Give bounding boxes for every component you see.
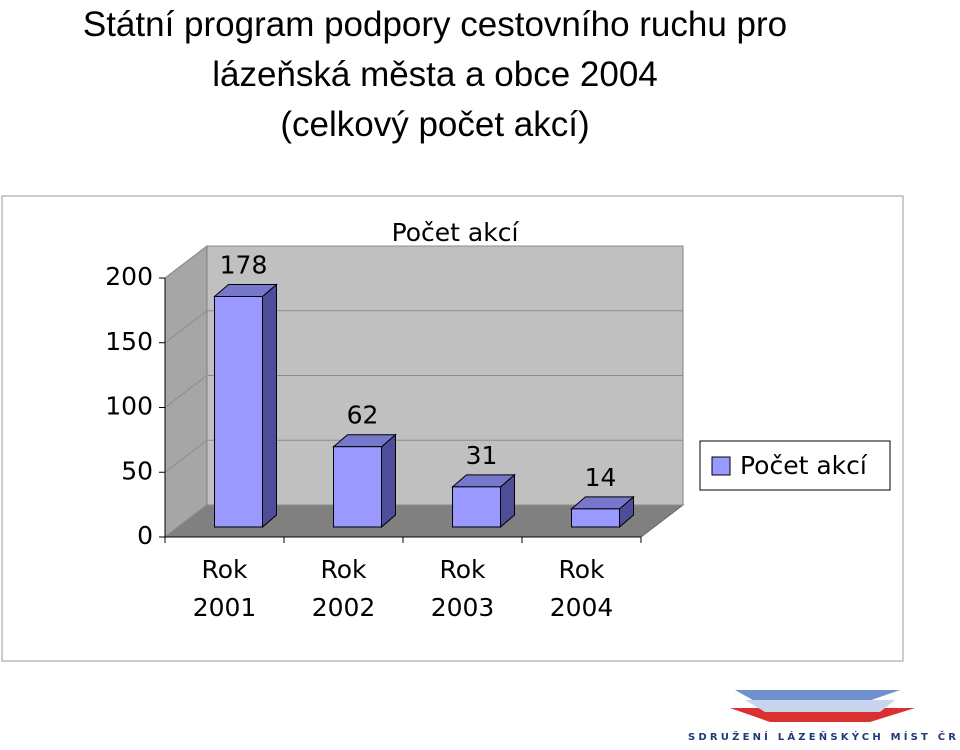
grid-line [164, 310, 683, 344]
grid-line [164, 504, 683, 538]
logo-wave [745, 700, 895, 712]
grid-line [164, 439, 683, 473]
bar [571, 508, 620, 528]
legend-label: Počet akcí [740, 451, 868, 480]
y-tick-label: 200 [105, 262, 153, 291]
x-tick-label: Rok 2002 [311, 555, 376, 622]
legend-swatch [711, 456, 731, 476]
slide-title-line: Státní program podpory cestovního ruchu … [82, 5, 788, 44]
x-tick-label: Rok 2003 [430, 555, 495, 622]
grid-line [164, 375, 683, 408]
value-label: 14 [585, 463, 617, 492]
y-tick-label: 50 [121, 456, 153, 485]
bar [214, 295, 263, 528]
y-tick-label: 0 [137, 521, 153, 550]
bar-side [381, 433, 396, 529]
logo-text: SDRUŽENÍ LÁZEŇSKÝCH MÍST ČR [688, 732, 960, 743]
logo [730, 690, 915, 722]
value-label: 178 [220, 250, 268, 279]
y-tick-label: 150 [105, 327, 153, 356]
bar [452, 486, 501, 528]
grid-line [164, 245, 683, 279]
value-label: 62 [347, 401, 379, 430]
bar [333, 446, 382, 528]
slide-title: Státní program podpory cestovního ruchu … [0, 0, 870, 150]
value-label: 31 [466, 441, 498, 470]
slide-title-line: lázeňská města a obce 2004 [212, 55, 658, 94]
x-tick-label: Rok 2004 [549, 555, 614, 622]
chart-title: Počet akcí [392, 218, 520, 247]
x-tick-label: Rok 2001 [192, 555, 257, 622]
y-tick-label: 100 [105, 392, 153, 421]
legend-box [699, 440, 891, 491]
slide-title-line: (celkový počet akcí) [280, 105, 590, 144]
bar-side [262, 283, 277, 529]
